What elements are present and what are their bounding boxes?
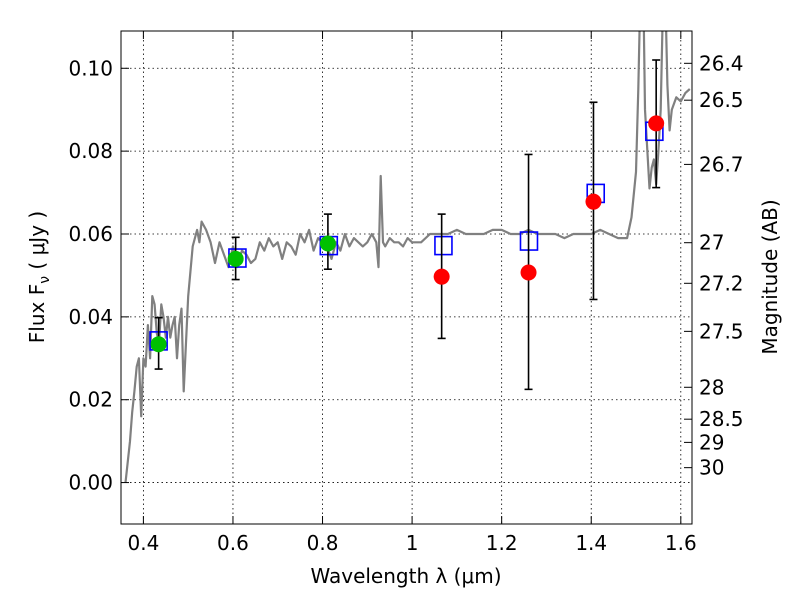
mag-tick-label: 28 — [699, 375, 724, 399]
mag-tick-label: 26.4 — [699, 51, 744, 75]
observed-point-red — [433, 268, 450, 285]
observed-point-red — [648, 115, 665, 132]
gridlines — [121, 31, 692, 524]
observed-point-green — [150, 336, 167, 353]
x-tick-label: 1.2 — [486, 531, 518, 555]
y-tick-label: 0.08 — [68, 139, 113, 163]
y2-axis-title: Magnitude (AB) — [758, 199, 782, 354]
x-tick-label: 0.8 — [307, 531, 339, 555]
y-tick-label: 0.10 — [68, 56, 113, 80]
mag-tick-label: 30 — [699, 456, 724, 480]
model-photometry-box — [434, 235, 453, 256]
x-tick-label: 0.6 — [217, 531, 249, 555]
mag-tick-label: 27.2 — [699, 271, 744, 295]
y-tick-label: 0.00 — [68, 471, 113, 495]
observed-point-green — [319, 235, 336, 252]
y-tick-label: 0.04 — [68, 305, 113, 329]
axis-ticks: 0.4 0.6 0.8 1 1.2 1.4 1.6 0.00 0.02 0.04 0.06 0.08 0… — [68, 31, 744, 555]
mag-tick-label: 29 — [699, 430, 724, 454]
mag-tick-label: 27 — [699, 231, 724, 255]
y-tick-label: 0.02 — [68, 388, 113, 412]
plot-frame — [120, 30, 693, 525]
observed-point-red — [585, 193, 602, 210]
model-spectrum-line — [124, 31, 691, 483]
x-tick-label: 1.6 — [665, 531, 697, 555]
mag-tick-label: 26.7 — [699, 152, 744, 176]
y-tick-label: 0.06 — [68, 222, 113, 246]
y-axis-title: Flux Fν ( μJy ) — [25, 211, 53, 343]
x-tick-label: 1 — [406, 531, 419, 555]
observed-point-green — [227, 250, 244, 267]
y-axis-title-main: Flux F — [25, 284, 49, 343]
mag-tick-label: 26.5 — [699, 88, 744, 112]
x-tick-label: 1.4 — [575, 531, 607, 555]
x-axis-title: Wavelength λ (μm) — [310, 564, 501, 588]
plot-area — [124, 31, 691, 483]
mag-tick-label: 27.5 — [699, 319, 744, 343]
x-tick-label: 0.4 — [127, 531, 159, 555]
y-axis-title-unit: ( μJy ) — [25, 211, 49, 276]
y-axis-title-subscript: ν — [37, 276, 53, 284]
mag-tick-label: 28.5 — [699, 407, 744, 431]
observed-point-red — [520, 264, 537, 281]
